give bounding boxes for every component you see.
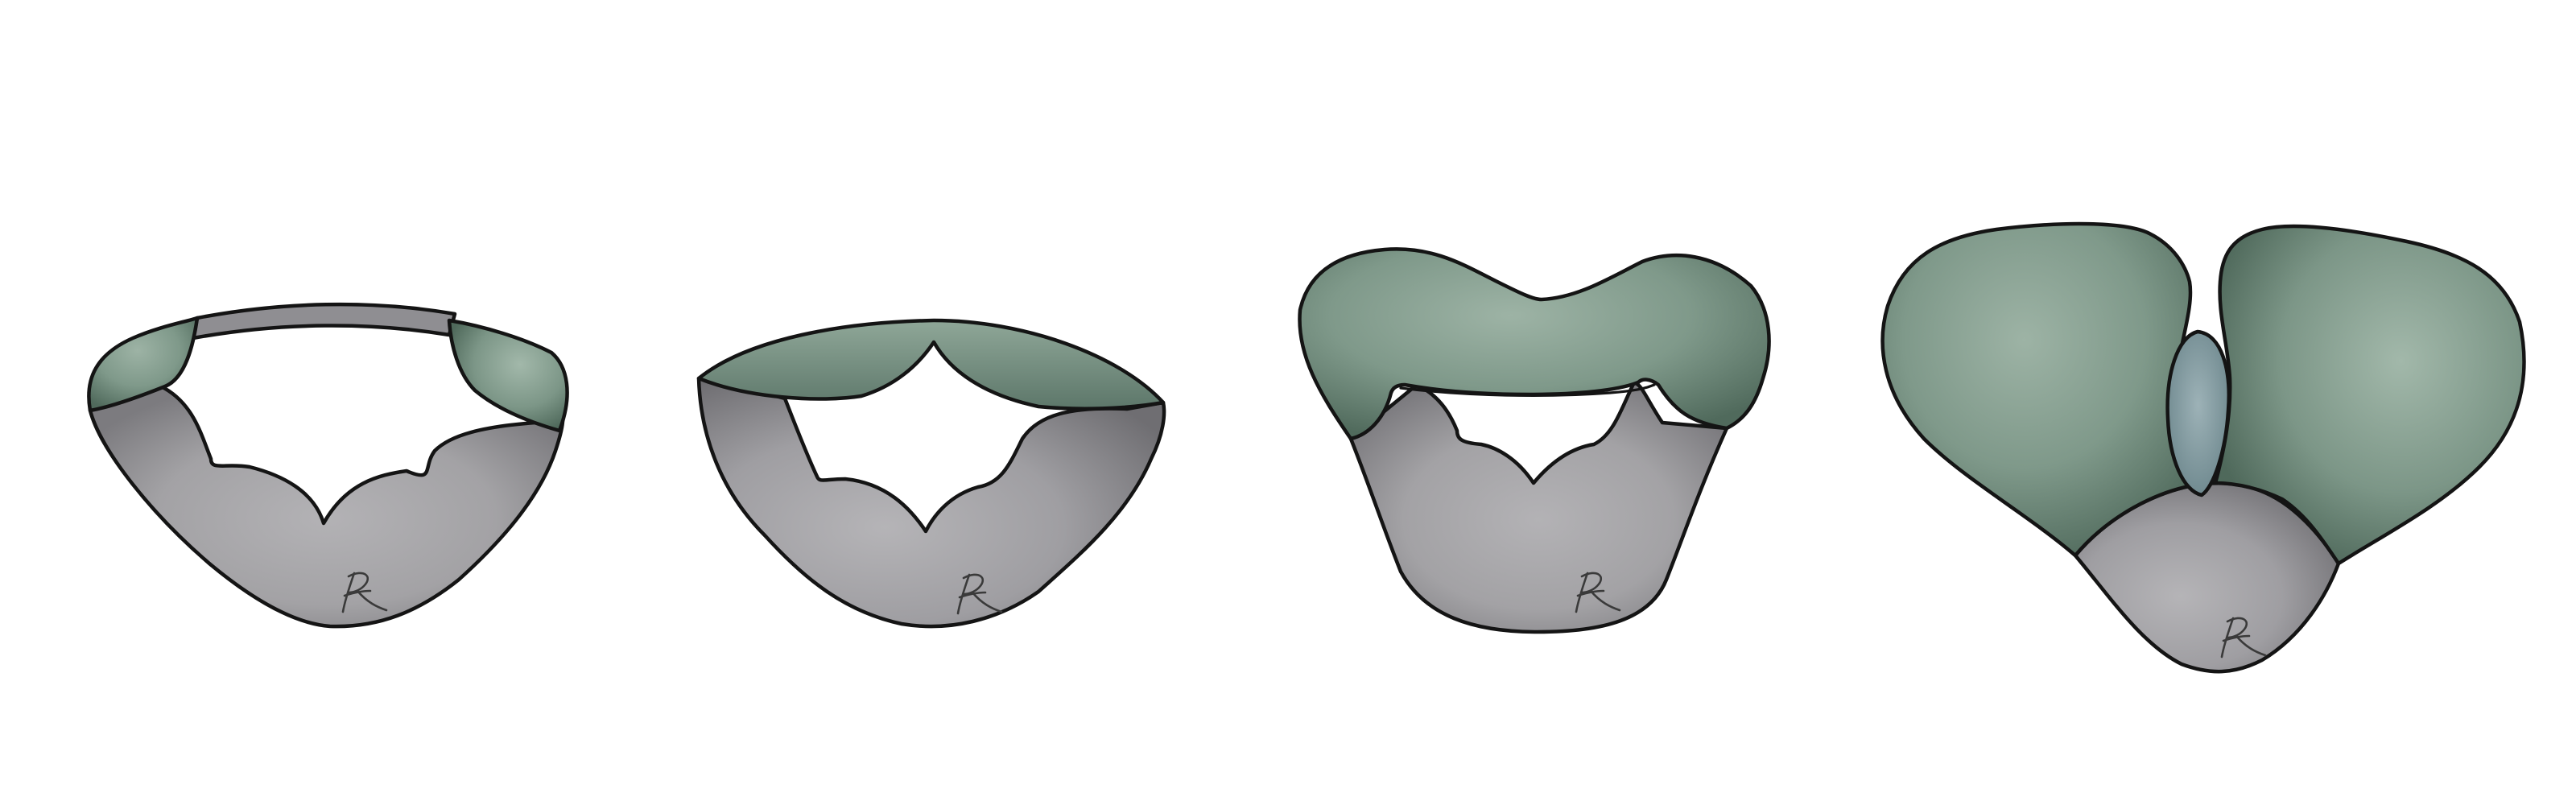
panel-1-gray-ring — [88, 384, 565, 629]
panel-2-gray-ring — [696, 376, 1166, 629]
panel-stage-2 — [696, 318, 1166, 629]
panel-1-signature — [341, 572, 388, 613]
panel-stage-4 — [1880, 221, 2526, 674]
panel-2-signature — [956, 573, 1003, 615]
panel-4-central-element — [2165, 329, 2231, 497]
panel-4-right-lobe — [2213, 224, 2526, 566]
panel-3-green-cap — [1298, 247, 1771, 441]
panel-4-signature — [2220, 617, 2267, 658]
panel-stage-3 — [1298, 247, 1771, 634]
panel-1-left-cap — [87, 316, 200, 413]
panel-2-green-band — [696, 318, 1166, 411]
panel-1-right-cap — [447, 318, 569, 433]
panel-3-gray-body — [1348, 380, 1729, 634]
panel-3-signature — [1575, 572, 1621, 613]
panel-1-upper-arch — [191, 302, 457, 341]
panel-stage-1 — [87, 302, 569, 629]
